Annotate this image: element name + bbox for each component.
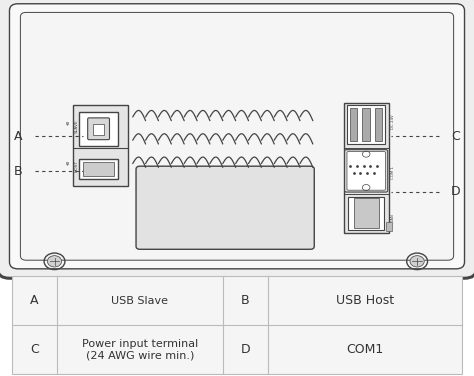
Text: Power input terminal
(24 AWG wire min.): Power input terminal (24 AWG wire min.) [82,339,198,361]
Circle shape [47,256,62,267]
Bar [344,103,389,233]
Text: D: D [451,185,461,198]
Bar [350,108,357,141]
Text: ψ: ψ [66,161,69,166]
Text: DC 24V: DC 24V [391,114,395,129]
Text: HOST: HOST [74,160,78,172]
Bar [363,108,370,141]
Circle shape [410,256,424,267]
Text: ψ: ψ [66,121,69,126]
Bar [93,124,104,135]
Text: B: B [241,294,249,307]
Text: D: D [240,343,250,356]
Text: B: B [14,165,23,177]
Text: SLAVE: SLAVE [74,120,78,133]
Bar [386,222,392,231]
Bar [79,159,118,179]
Bar [347,105,385,144]
Bar [12,276,462,374]
FancyBboxPatch shape [136,166,314,249]
FancyBboxPatch shape [88,118,109,139]
FancyBboxPatch shape [345,150,388,192]
Text: C: C [451,130,460,143]
Text: COM1: COM1 [346,343,383,356]
Text: C: C [30,343,39,356]
Text: LAN: LAN [391,214,395,221]
Text: A: A [30,294,38,307]
Bar [73,105,128,186]
FancyBboxPatch shape [347,152,385,190]
Bar [375,108,383,141]
FancyBboxPatch shape [0,0,474,278]
Text: COM 1: COM 1 [391,166,395,179]
Text: USB Slave: USB Slave [111,296,168,306]
Bar [348,197,384,230]
Bar [354,198,379,228]
FancyBboxPatch shape [9,4,465,269]
Bar [83,162,114,176]
Text: A: A [14,130,23,143]
Bar [79,112,118,146]
Text: USB Host: USB Host [336,294,394,307]
FancyBboxPatch shape [20,12,454,260]
